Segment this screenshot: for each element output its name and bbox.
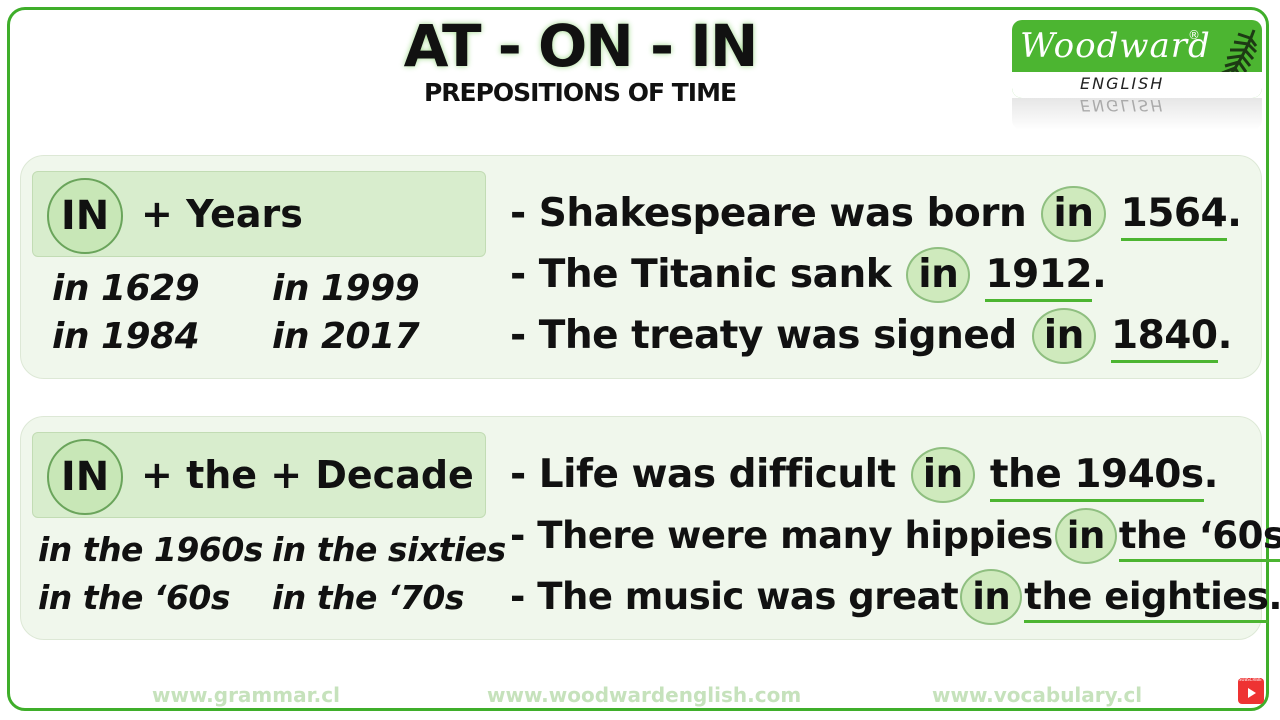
- sentence-end: .: [1268, 575, 1280, 618]
- example-item: in 1999: [272, 268, 420, 309]
- preposition-highlight: in: [906, 247, 971, 303]
- example-item: in the ‘60s: [38, 578, 231, 617]
- sentence-end: .: [1217, 313, 1233, 358]
- slide-frame: [7, 7, 1269, 711]
- time-expression: 1912: [985, 252, 1092, 302]
- time-expression: the 1940s: [989, 452, 1204, 502]
- example-item: in the 1960s: [38, 530, 263, 569]
- preposition-highlight: in: [910, 447, 975, 503]
- sentence-3: - The treaty was signed in 1840.: [510, 308, 1232, 364]
- slide-subtitle: PREPOSITIONS OF TIME: [423, 78, 737, 107]
- example-item: in 1629: [52, 268, 200, 309]
- sentence-1: - Shakespeare was born in 1564.: [510, 186, 1242, 242]
- subscribe-button[interactable]: SUBSCRIBE: [1238, 677, 1264, 704]
- logo-sub: ENGLISH: [1080, 74, 1165, 93]
- example-item: in the ‘70s: [272, 578, 465, 617]
- preposition-highlight: in: [1041, 186, 1106, 242]
- woodward-logo[interactable]: Woodward ® ENGLISH: [1012, 20, 1262, 98]
- heading-decade: IN + the + Decade: [32, 432, 486, 518]
- sentence-text: - The Titanic sank: [510, 252, 892, 297]
- sentence-text: - The treaty was signed: [510, 313, 1017, 358]
- sentence-end: .: [1227, 191, 1242, 236]
- slide-title: AT - ON - IN: [403, 12, 759, 80]
- in-badge: IN: [47, 439, 123, 515]
- subscribe-label: SUBSCRIBE: [1239, 677, 1262, 682]
- heading-text: + Years: [141, 192, 303, 236]
- sentence-4: - Life was difficult in the 1940s.: [510, 447, 1218, 503]
- example-item: in 2017: [272, 316, 420, 357]
- logo-reflection: ENGLISH: [1012, 98, 1262, 130]
- time-expression: the eighties: [1024, 575, 1269, 623]
- preposition-highlight: in: [1054, 508, 1117, 564]
- logo-registered: ®: [1188, 28, 1200, 42]
- in-badge: IN: [47, 178, 123, 254]
- footer-link-grammar[interactable]: www.grammar.cl: [152, 683, 340, 707]
- sentence-2: - The Titanic sank in 1912.: [510, 247, 1107, 303]
- footer-link-vocabulary[interactable]: www.vocabulary.cl: [932, 683, 1143, 707]
- sentence-text: - Shakespeare was born: [510, 191, 1027, 236]
- example-item: in 1984: [52, 316, 200, 357]
- logo-reflection-text: ENGLISH: [1080, 98, 1165, 115]
- sentence-end: .: [1092, 252, 1107, 297]
- footer-link-woodward[interactable]: www.woodwardenglish.com: [487, 683, 802, 707]
- logo-word: Woodward: [1020, 26, 1211, 66]
- sentence-text: - The music was great: [510, 575, 959, 618]
- example-item: in the sixties: [272, 530, 506, 569]
- play-icon: [1248, 688, 1256, 698]
- logo-band: [1012, 72, 1262, 98]
- time-expression: 1564: [1120, 191, 1228, 241]
- sentence-text: - Life was difficult: [510, 452, 896, 497]
- preposition-highlight: in: [960, 569, 1023, 625]
- heading-text: + the + Decade: [141, 453, 474, 497]
- heading-years: IN + Years: [32, 171, 486, 257]
- sentence-end: .: [1203, 452, 1219, 497]
- time-expression: the ‘60s: [1118, 514, 1280, 562]
- time-expression: 1840: [1111, 313, 1218, 363]
- sentence-text: - There were many hippies: [510, 514, 1053, 557]
- preposition-highlight: in: [1031, 308, 1096, 364]
